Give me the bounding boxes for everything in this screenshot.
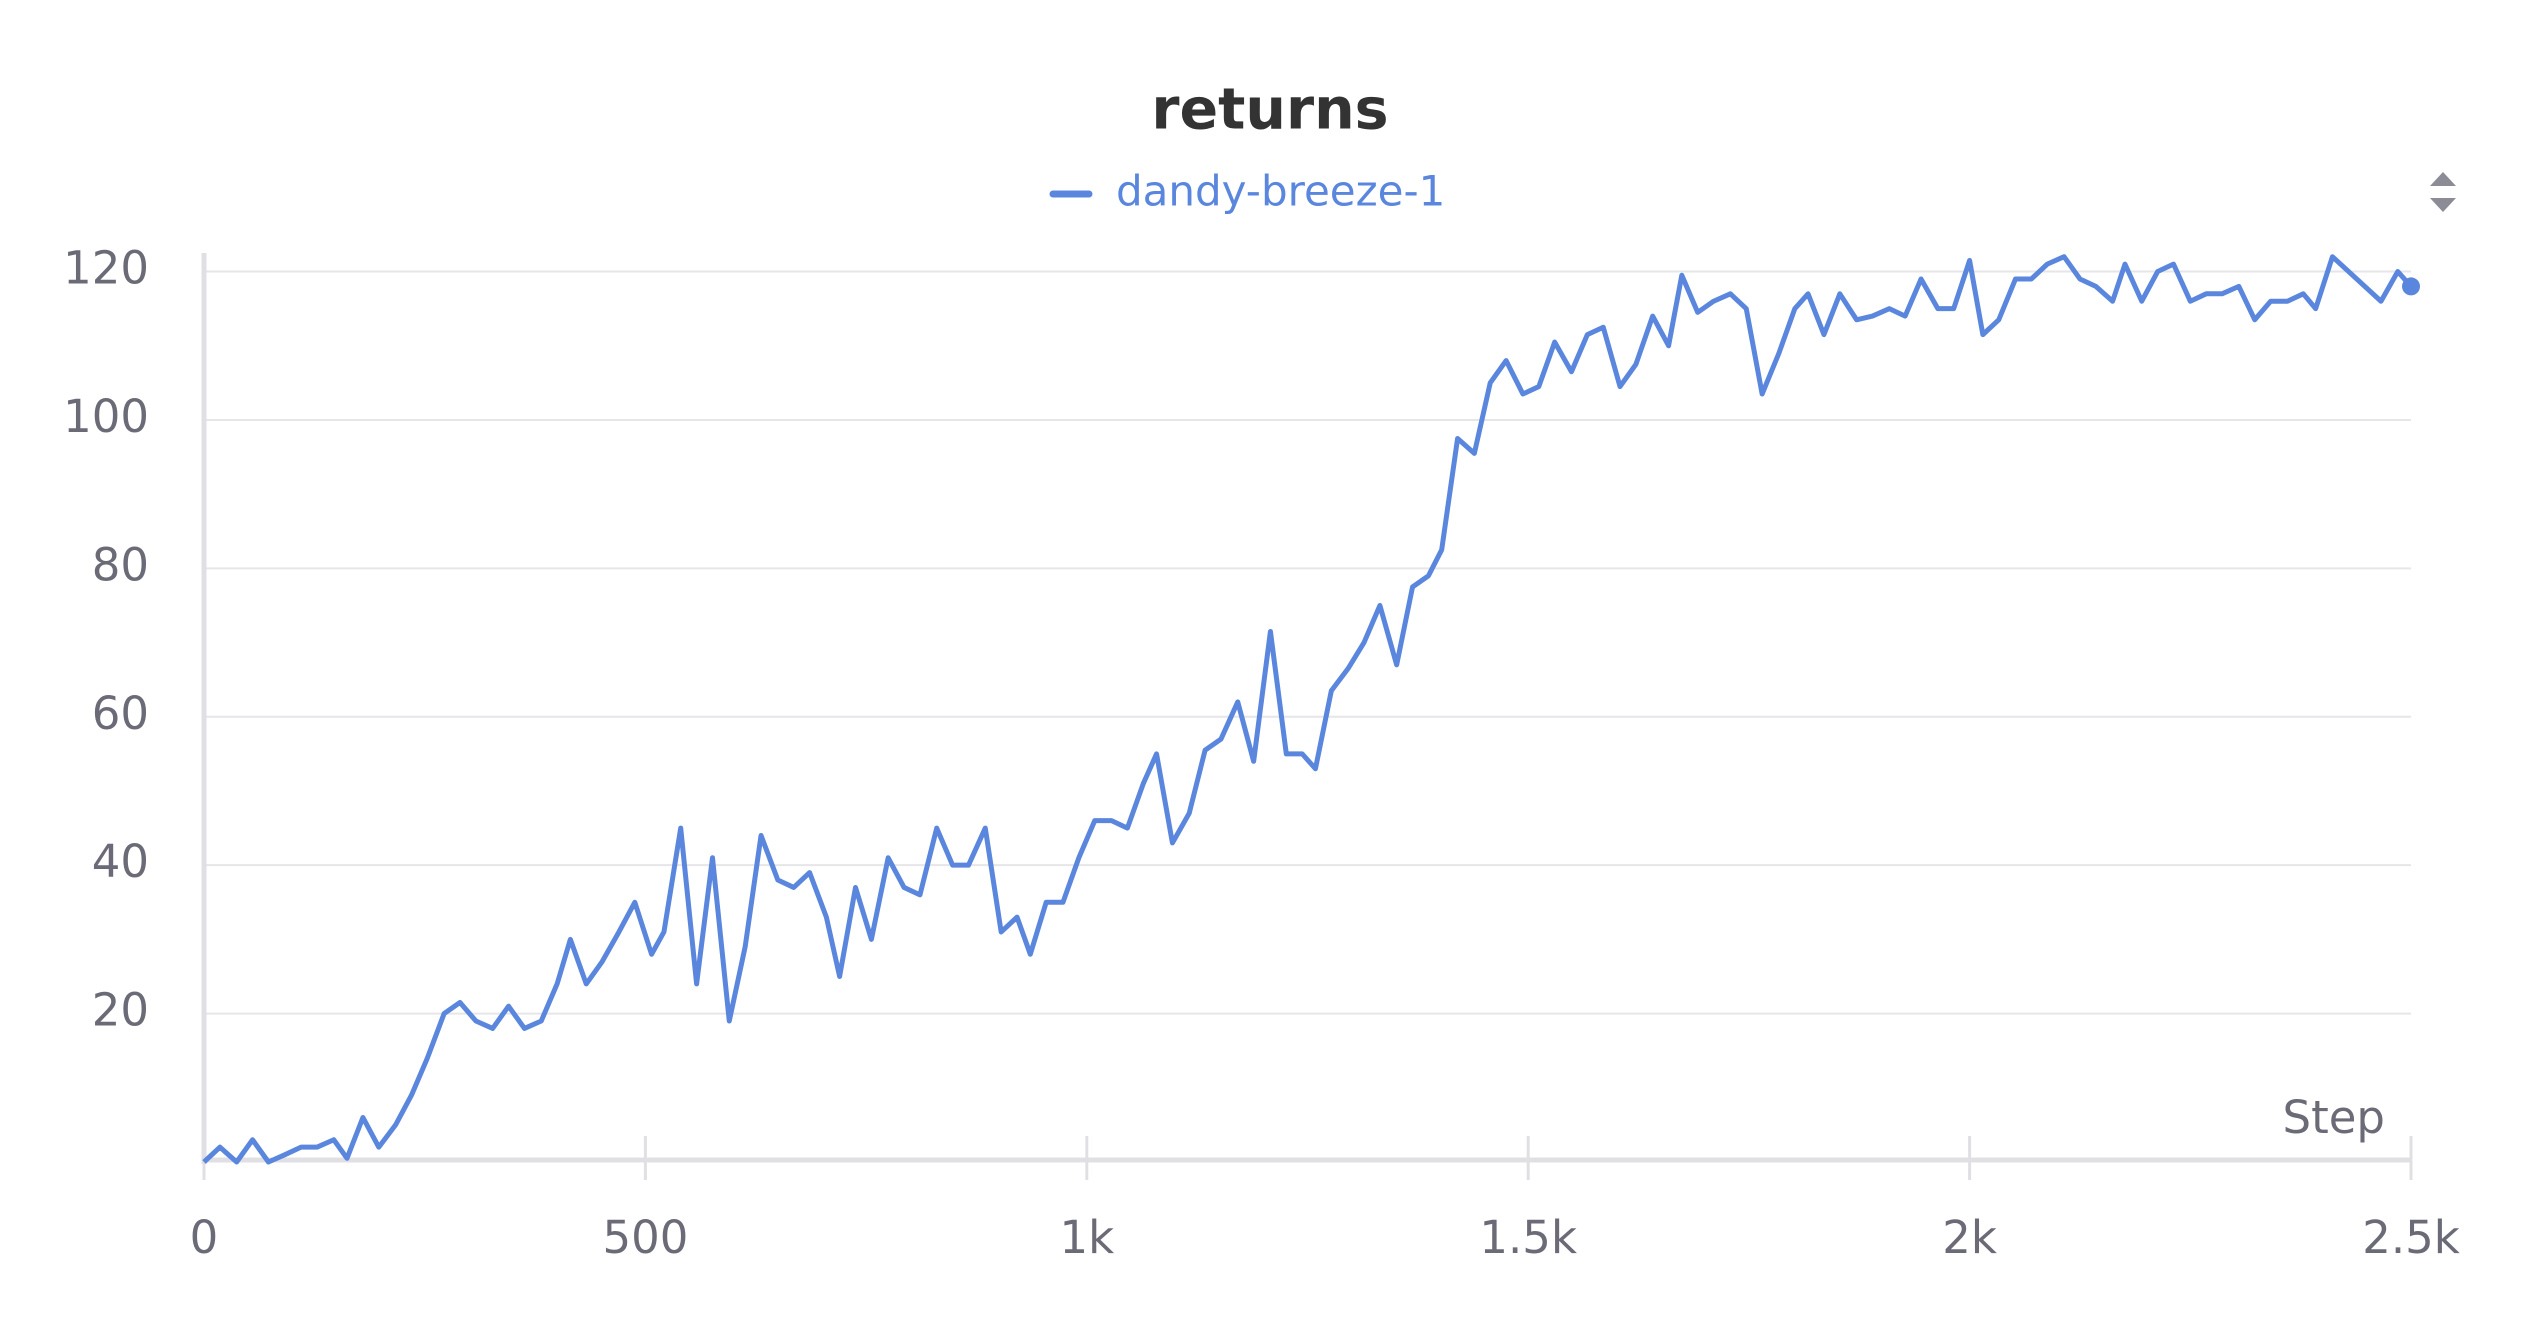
y-tick-label: 60 — [92, 687, 149, 740]
y-tick-label: 120 — [63, 242, 149, 295]
y-tick-label: 100 — [63, 390, 149, 443]
legend-label[interactable]: dandy-breeze-1 — [1116, 167, 1445, 216]
sort-icon[interactable] — [2430, 172, 2456, 212]
x-tick-label: 1.5k — [1479, 1211, 1577, 1264]
y-tick-label: 20 — [92, 984, 149, 1037]
x-tick-label: 0 — [190, 1211, 219, 1264]
x-tick-label: 500 — [602, 1211, 688, 1264]
last-point — [2402, 277, 2420, 296]
x-tick-label: 1k — [1059, 1211, 1114, 1264]
data-line — [202, 254, 2413, 1165]
x-tick-label: 2.5k — [2362, 1211, 2460, 1264]
x-axis-label: Step — [2283, 1091, 2385, 1144]
y-tick-label: 80 — [92, 538, 149, 591]
y-tick-label: 40 — [92, 835, 149, 888]
x-tick-label: 2k — [1942, 1211, 1997, 1264]
chart-title: returns — [1151, 77, 1388, 143]
